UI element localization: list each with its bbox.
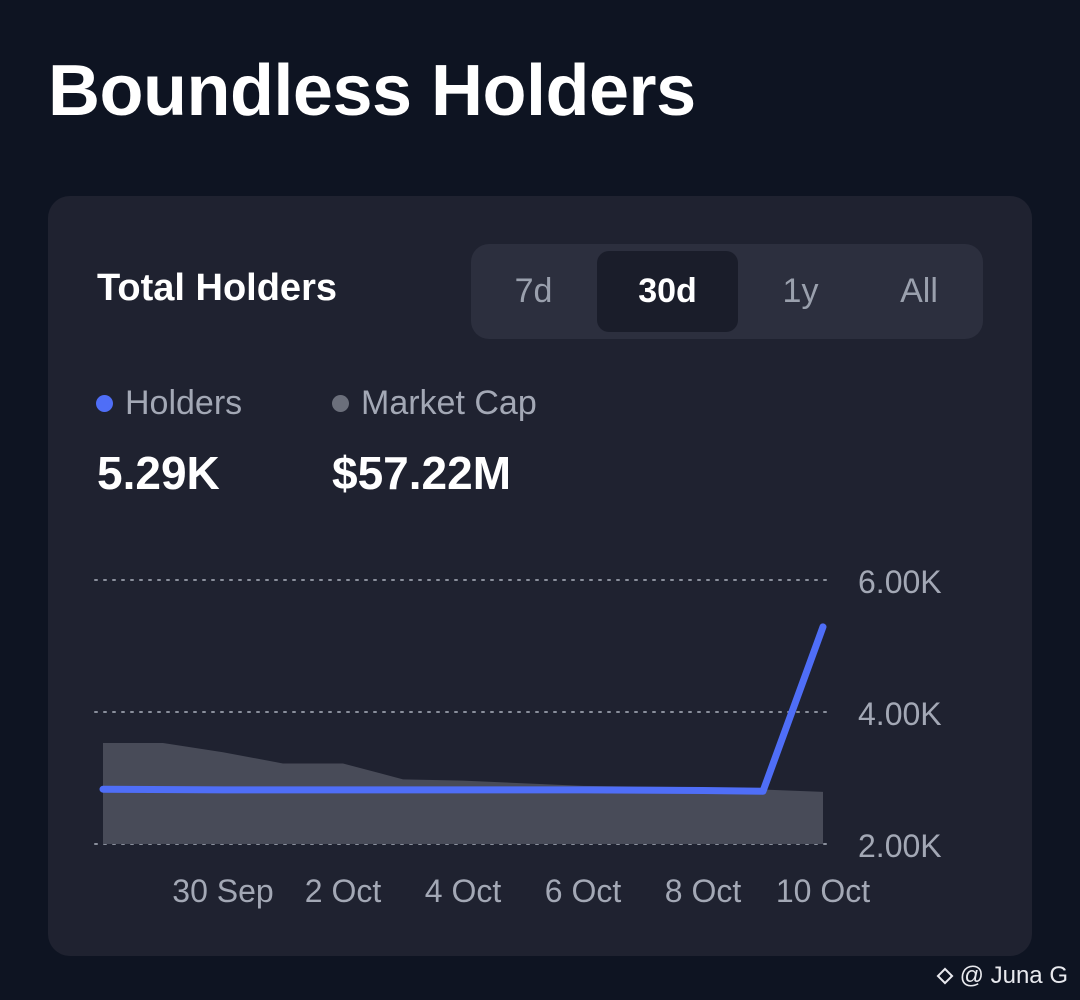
watermark-text: @ Juna G [959, 962, 1068, 989]
y-tick-label: 4.00K [858, 696, 942, 732]
tab-7d[interactable]: 7d [514, 272, 553, 310]
x-tick-label: 2 Oct [305, 873, 382, 909]
market-cap-dot-icon [332, 395, 349, 412]
x-tick-label: 8 Oct [665, 873, 742, 909]
watermark: @ Juna G [936, 962, 1068, 990]
tab-30d[interactable]: 30d [597, 251, 738, 332]
holders-line [99, 623, 827, 795]
market-cap-area [103, 743, 823, 844]
card-title: Total Holders [97, 267, 337, 309]
binance-diamond-icon [936, 967, 954, 985]
x-tick-label: 30 Sep [172, 873, 273, 909]
market-cap-value: $57.22M [332, 447, 512, 499]
legend-holders-label: Holders [125, 384, 243, 422]
tab-all[interactable]: All [900, 272, 938, 310]
holders-dot-icon [96, 395, 113, 412]
holders-chart: 6.00K 4.00K 2.00K 30 Sep 2 Oct 4 Oct 6 Oct 8 Oc… [94, 564, 942, 909]
holders-value: 5.29K [97, 447, 220, 499]
x-tick-label: 4 Oct [425, 873, 502, 909]
time-range-tabs: 7d 30d 1y All [471, 244, 983, 339]
legend-market-cap-label: Market Cap [361, 384, 537, 422]
holders-card: Total Holders 7d 30d 1y All Holders 5.29… [48, 196, 1032, 956]
legend-holders[interactable]: Holders [96, 384, 242, 423]
y-tick-label: 6.00K [858, 564, 942, 600]
x-tick-label: 10 Oct [776, 873, 870, 909]
page-title: Boundless Holders [48, 51, 696, 131]
legend-market-cap[interactable]: Market Cap [332, 384, 537, 423]
x-tick-label: 6 Oct [545, 873, 622, 909]
tab-1y[interactable]: 1y [782, 272, 819, 310]
y-tick-label: 2.00K [858, 828, 942, 864]
